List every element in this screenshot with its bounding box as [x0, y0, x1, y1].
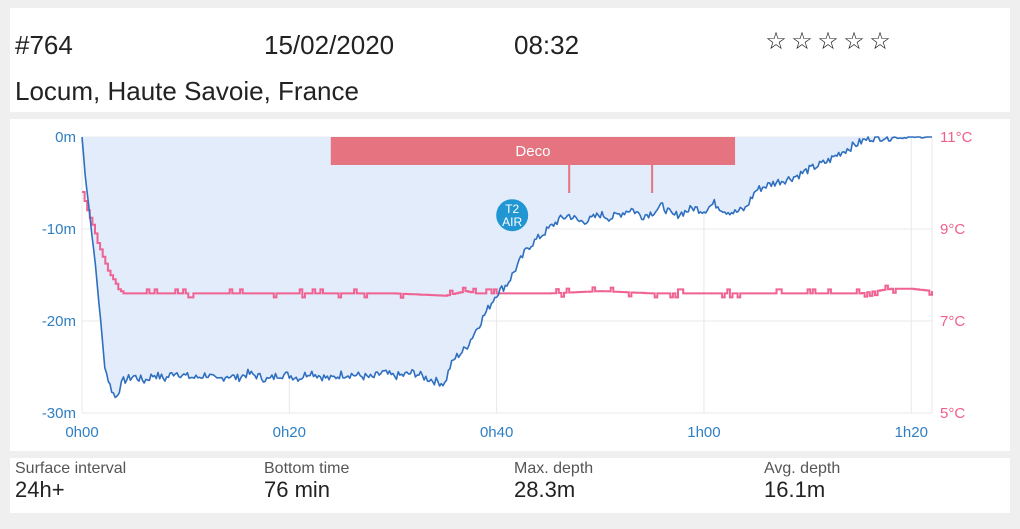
- stat-value: 28.3m: [514, 477, 576, 503]
- time-tick-label: 1h00: [687, 424, 720, 441]
- dive-location: Locum, Haute Savoie, France: [15, 76, 359, 106]
- depth-fill-area: [82, 137, 932, 398]
- gas-badge-circle[interactable]: [496, 199, 529, 232]
- depth-series: [81, 136, 932, 399]
- temperature-tick-label: 9°C: [940, 221, 965, 238]
- time-tick-label: 0h40: [480, 424, 513, 441]
- star-icon[interactable]: ☆: [765, 28, 787, 55]
- depth-tick-label: -10m: [42, 221, 76, 238]
- depth-area: [82, 137, 932, 398]
- dive-number: #764: [15, 30, 73, 60]
- temperature-tick-label: 7°C: [940, 313, 965, 330]
- depth-tick-label: -30m: [42, 405, 76, 422]
- stat-label: Max. depth: [514, 460, 594, 477]
- depth-line: [81, 136, 932, 399]
- dive-date: 15/02/2020: [264, 30, 395, 60]
- stat-value: 24h+: [15, 477, 65, 503]
- deco-bar[interactable]: [330, 137, 736, 165]
- time-tick-label: 1h20: [895, 424, 928, 441]
- stat-max-depth: Max. depth 28.3m: [514, 460, 593, 503]
- dive-profile-card: Deco T2 AIR 0m -10m -20m -30m 11°C 9°C 7°C 5°C 0h…: [10, 119, 1010, 451]
- stat-label: Surface interval: [15, 460, 127, 477]
- temperature-series: [82, 191, 933, 299]
- time-tick-label: 0h00: [65, 424, 98, 441]
- dive-header-card: #764 15/02/2020 08:32 ☆ ☆ ☆ ☆ ☆ Locum, Haute…: [10, 8, 1010, 112]
- stat-label: Avg. depth: [764, 460, 841, 477]
- stat-value: 76 min: [264, 477, 331, 503]
- dive-stats-card: Surface interval 24h+ Bottom time 76 min…: [10, 458, 1010, 513]
- stat-surface-interval: Surface interval 24h+: [15, 460, 126, 503]
- time-tick-label: 0h20: [273, 424, 306, 441]
- star-icon[interactable]: ☆: [817, 28, 839, 55]
- depth-tick-label: -20m: [42, 313, 76, 330]
- stat-label: Bottom time: [264, 460, 350, 477]
- deco-label: Deco: [515, 143, 550, 160]
- deco-band: Deco: [330, 137, 736, 193]
- gas-badge-line1: T2: [505, 202, 519, 216]
- stat-value: 16.1m: [764, 477, 826, 503]
- temperature-tick-label: 5°C: [940, 405, 965, 422]
- star-icon[interactable]: ☆: [843, 28, 865, 55]
- stat-avg-depth: Avg. depth 16.1m: [764, 460, 840, 503]
- chart-axes: 0m -10m -20m -30m 11°C 9°C 7°C 5°C 0h00 0h20 0h40 1…: [42, 129, 973, 441]
- depth-tick-label: 0m: [55, 129, 76, 146]
- temperature-tick-label: 11°C: [940, 129, 973, 146]
- dive-time: 08:32: [514, 30, 580, 60]
- stat-bottom-time: Bottom time 76 min: [264, 460, 349, 503]
- star-icon[interactable]: ☆: [791, 28, 813, 55]
- temperature-line: [82, 191, 933, 299]
- star-icon[interactable]: ☆: [869, 28, 891, 55]
- gas-badge-line2: AIR: [502, 215, 522, 229]
- star-rating[interactable]: ☆ ☆ ☆ ☆ ☆: [764, 30, 892, 54]
